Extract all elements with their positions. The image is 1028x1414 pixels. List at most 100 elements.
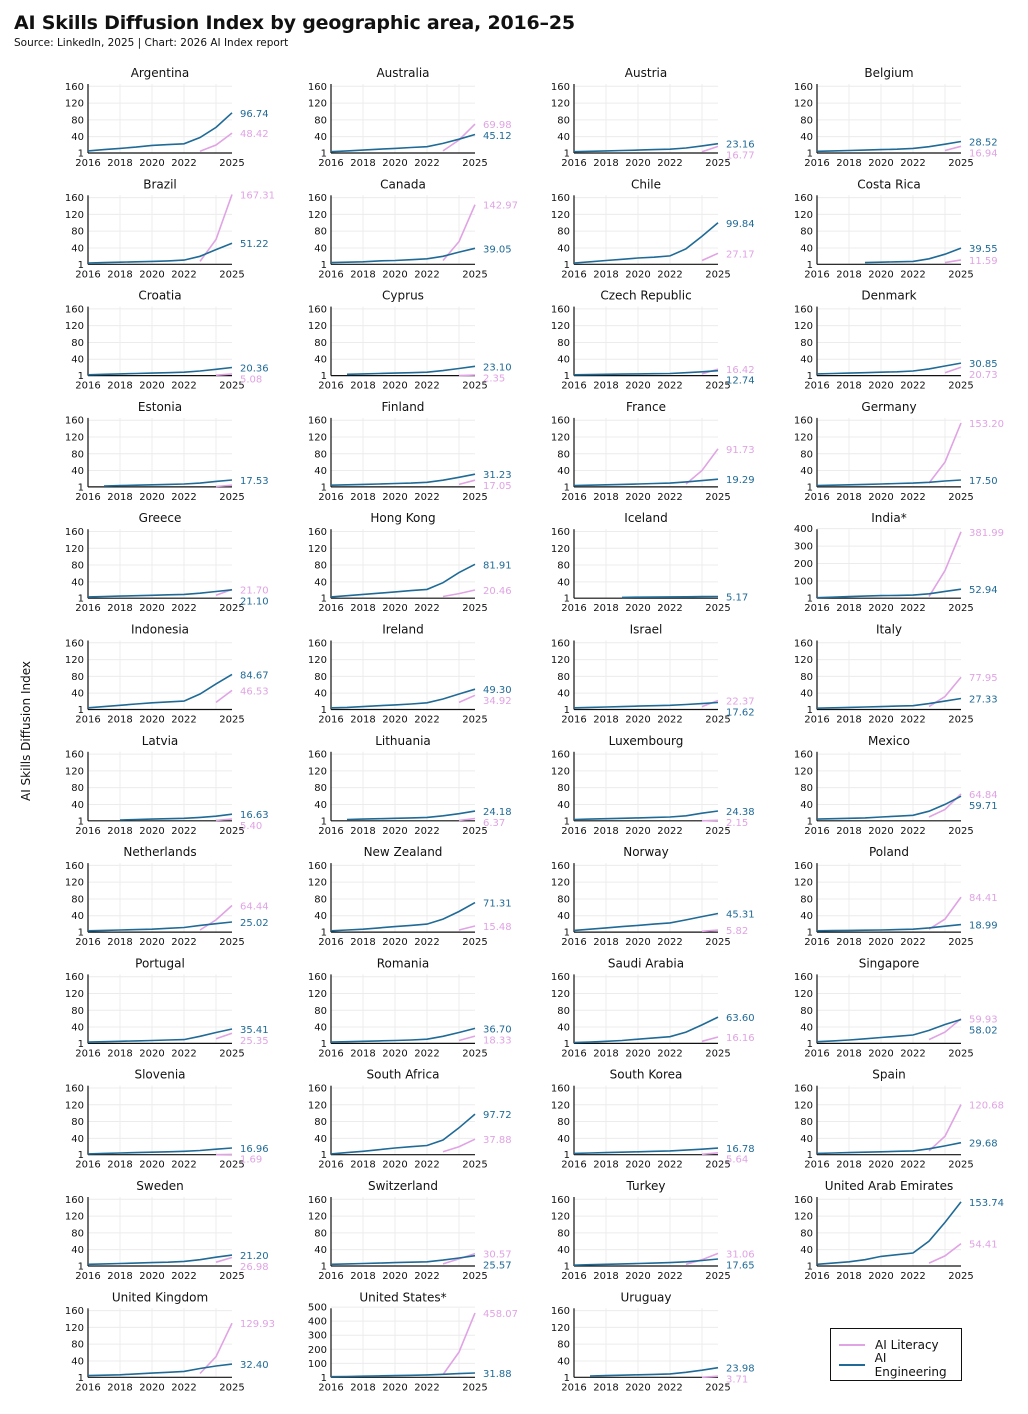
panel-united-states: United States* 1 100 200 300 400 500 2016 2018 20… (308, 1290, 518, 1393)
y-tick-label: 160 (65, 82, 84, 93)
y-tick-label: 40 (71, 1023, 84, 1034)
y-tick-label: 40 (800, 1245, 813, 1256)
value-label-ai-engineering: 24.18 (483, 807, 512, 818)
y-tick-label: 80 (557, 1228, 570, 1239)
x-tick-label: 2025 (705, 1271, 730, 1282)
y-tick-label: 80 (314, 1006, 327, 1017)
panel-spain: Spain 1 40 80 120 160 2016 2018 2020 2022 2025 120.… (794, 1068, 1004, 1171)
x-tick-label: 2018 (593, 1048, 618, 1059)
x-tick-label: 2025 (705, 1048, 730, 1059)
y-tick-label: 160 (65, 416, 84, 427)
y-tick-label: 120 (308, 432, 327, 443)
y-tick-label: 120 (308, 321, 327, 332)
y-tick-label: 120 (308, 99, 327, 110)
value-label-ai-engineering: 31.23 (483, 470, 512, 481)
x-tick-label: 2020 (139, 937, 164, 948)
y-tick-label: 1 (321, 1262, 327, 1273)
panel-title: Italy (876, 623, 902, 637)
y-tick-label: 80 (71, 894, 84, 905)
y-tick-label: 120 (551, 1323, 570, 1334)
y-tick-label: 80 (71, 338, 84, 349)
y-tick-label: 120 (794, 655, 813, 666)
y-tick-label: 80 (557, 1006, 570, 1017)
y-tick-label: 120 (551, 432, 570, 443)
x-tick-label: 2020 (625, 1271, 650, 1282)
value-label-ai-literacy: 31.06 (726, 1249, 755, 1260)
value-label-ai-literacy: 5.64 (726, 1155, 748, 1166)
y-tick-label: 160 (551, 304, 570, 315)
x-tick-label: 2016 (318, 937, 343, 948)
y-tick-label: 40 (800, 800, 813, 811)
line-ai-literacy (199, 904, 233, 931)
panel-title: Ireland (382, 623, 424, 637)
y-tick-label: 1 (78, 1262, 84, 1273)
y-tick-label: 80 (800, 115, 813, 126)
x-tick-label: 2018 (350, 381, 375, 392)
panel-turkey: Turkey 1 40 80 120 160 2016 2018 2020 2022 2025 31.… (551, 1179, 755, 1282)
line-ai-engineering (573, 222, 719, 264)
value-label-ai-literacy: 16.94 (969, 148, 998, 159)
x-tick-label: 2022 (900, 381, 925, 392)
x-tick-label: 2016 (318, 603, 343, 614)
y-tick-label: 40 (314, 1134, 327, 1145)
x-tick-label: 2016 (318, 715, 343, 726)
line-ai-engineering (87, 366, 233, 376)
y-tick-label: 1 (321, 371, 327, 382)
panel-luxembourg: Luxembourg 1 40 80 120 160 2016 2018 2020 2022 202… (551, 734, 755, 837)
x-tick-label: 2018 (836, 381, 861, 392)
panel-denmark: Denmark 1 40 80 120 160 2016 2018 2020 2022 2025 30… (794, 289, 998, 392)
line-ai-literacy (701, 1036, 719, 1043)
x-tick-label: 2020 (139, 715, 164, 726)
panels-group: Argentina 1 40 80 120 160 2016 2018 2020 2022 2025… (65, 66, 1004, 1393)
x-tick-label: 2025 (462, 937, 487, 948)
y-tick-label: 40 (557, 911, 570, 922)
y-tick-label: 40 (557, 1134, 570, 1145)
x-tick-label: 2025 (705, 603, 730, 614)
x-tick-label: 2022 (171, 603, 196, 614)
value-label-ai-engineering: 29.68 (969, 1139, 998, 1150)
legend-label-literacy: AI Literacy (875, 1338, 939, 1352)
x-tick-label: 2016 (561, 1048, 586, 1059)
line-ai-literacy (944, 145, 962, 152)
x-tick-label: 2016 (75, 158, 100, 169)
line-ai-engineering (573, 369, 719, 376)
x-tick-label: 2022 (900, 269, 925, 280)
line-ai-engineering (864, 247, 962, 264)
x-tick-label: 2025 (219, 1382, 244, 1393)
y-tick-label: 160 (308, 1195, 327, 1206)
x-tick-label: 2025 (462, 603, 487, 614)
y-tick-label: 160 (308, 304, 327, 315)
legend: AI Literacy AI Engineering (830, 1328, 962, 1381)
x-tick-label: 2025 (462, 715, 487, 726)
x-tick-label: 2016 (318, 826, 343, 837)
value-label-ai-engineering: 21.20 (240, 1251, 269, 1262)
line-ai-engineering (330, 1027, 476, 1043)
x-tick-label: 2018 (350, 937, 375, 948)
y-tick-label: 160 (308, 1083, 327, 1094)
y-tick-label: 120 (308, 655, 327, 666)
y-tick-label: 160 (794, 416, 813, 427)
panel-title: France (626, 400, 666, 414)
x-tick-label: 2022 (414, 826, 439, 837)
x-tick-label: 2016 (561, 492, 586, 503)
y-tick-label: 400 (308, 1317, 327, 1328)
x-tick-label: 2025 (219, 381, 244, 392)
y-tick-label: 80 (314, 227, 327, 238)
x-tick-label: 2018 (593, 492, 618, 503)
panel-hong-kong: Hong Kong 1 40 80 120 160 2016 2018 2020 2022 2025… (308, 511, 512, 614)
x-tick-label: 2020 (625, 826, 650, 837)
y-tick-label: 100 (308, 1359, 327, 1370)
x-tick-label: 2016 (318, 1160, 343, 1171)
x-tick-label: 2025 (948, 603, 973, 614)
value-label-ai-engineering: 63.60 (726, 1013, 755, 1024)
x-tick-label: 2018 (107, 269, 132, 280)
chart-title: AI Skills Diffusion Index by geographic … (14, 12, 575, 34)
x-tick-label: 2018 (593, 715, 618, 726)
x-tick-label: 2025 (948, 1048, 973, 1059)
y-tick-label: 80 (557, 1340, 570, 1351)
value-label-ai-engineering: 20.36 (240, 363, 269, 374)
y-tick-label: 80 (800, 449, 813, 460)
x-tick-label: 2020 (139, 158, 164, 169)
y-tick-label: 80 (314, 672, 327, 683)
x-tick-label: 2018 (350, 715, 375, 726)
